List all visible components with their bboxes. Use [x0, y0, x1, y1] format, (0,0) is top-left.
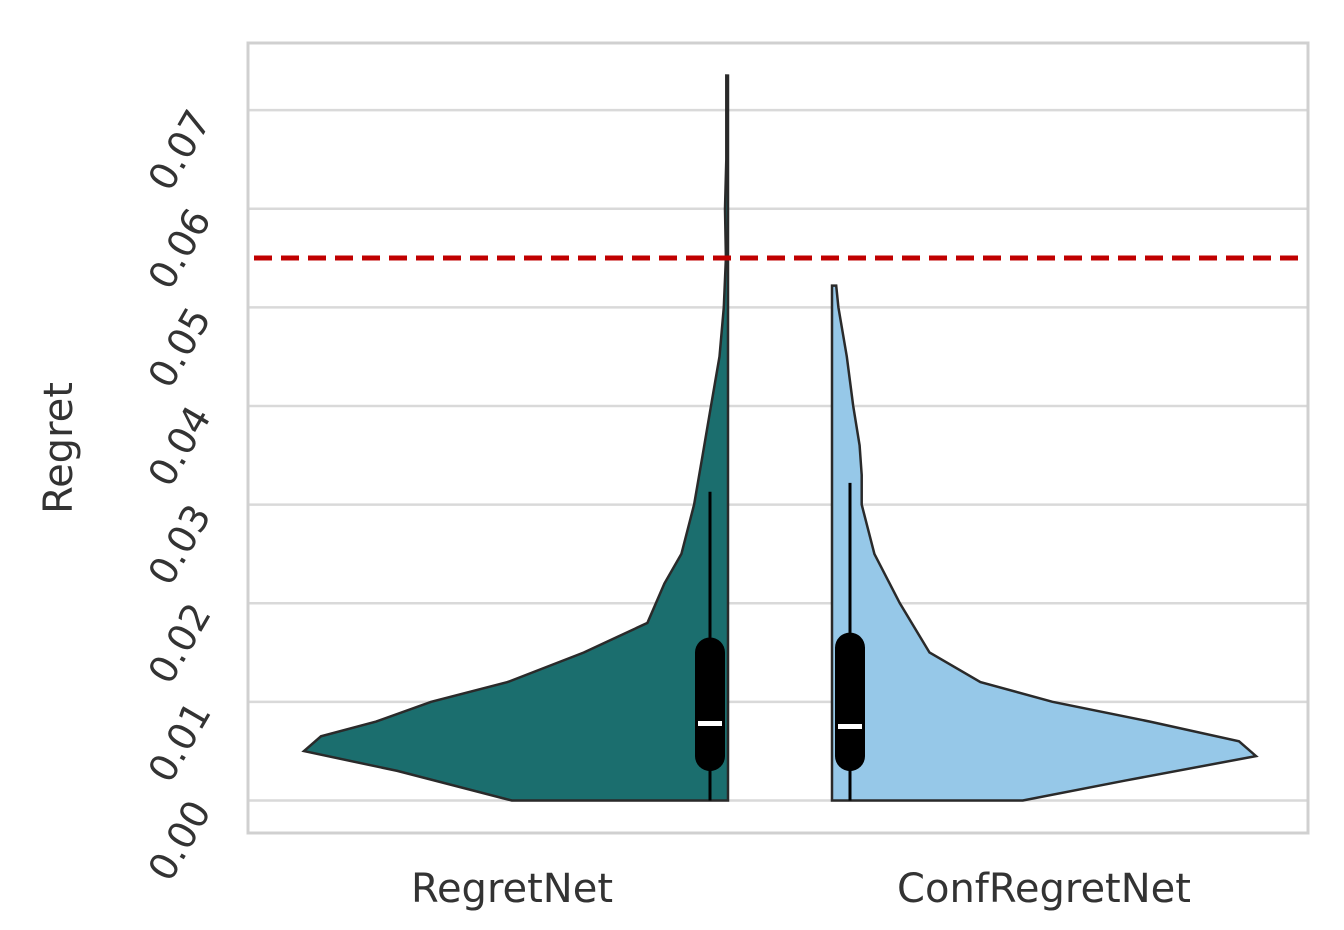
- y-tick-label: 0.03: [139, 497, 219, 592]
- gridlines: [248, 108, 1308, 802]
- y-tick-label: 0.06: [139, 201, 219, 296]
- violin-confregretnet: [830, 284, 1259, 802]
- violin-regretnet: [301, 74, 730, 802]
- plot-frame: [246, 41, 1310, 835]
- x-tick-label: ConfRegretNet: [897, 866, 1191, 912]
- x-tick-label: RegretNet: [411, 866, 613, 912]
- x-tick-labels: RegretNet ConfRegretNet: [411, 866, 1191, 912]
- y-tick-label: 0.07: [139, 103, 219, 198]
- y-tick-label: 0.02: [139, 596, 219, 691]
- y-tick-label: 0.05: [139, 300, 219, 395]
- violins: [301, 74, 1259, 802]
- y-tick-label: 0.01: [139, 694, 219, 789]
- y-tick-labels: 0.000.010.020.030.040.050.060.07: [139, 103, 219, 889]
- y-tick-label: 0.04: [139, 398, 219, 493]
- y-tick-label: 0.00: [139, 793, 219, 888]
- y-axis-label: Regret: [36, 382, 82, 514]
